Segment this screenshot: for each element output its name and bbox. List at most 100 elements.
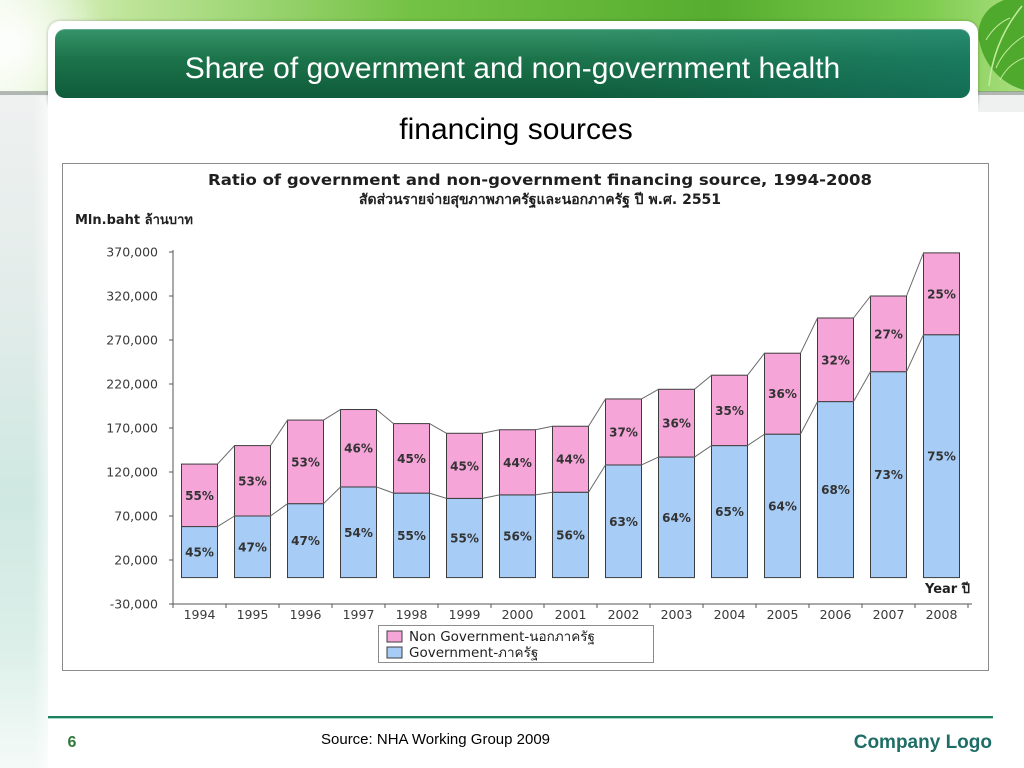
data-label-non-government-2001: 44% — [556, 453, 585, 467]
bar-non-government-1995 — [234, 445, 271, 517]
bar-government-1994 — [181, 526, 218, 579]
stacked-bar-chart: Ratio of government and non-government f… — [62, 163, 989, 671]
x-tick-label-2008: 2008 — [926, 607, 958, 622]
bar-non-government-2000 — [499, 429, 536, 496]
x-tick-label-2001: 2001 — [555, 607, 587, 622]
series-line-non-government — [853, 295, 871, 319]
y-tick-label: 270,000 — [106, 333, 158, 348]
bar-non-government-2007 — [870, 295, 907, 373]
x-tick-label-1996: 1996 — [290, 607, 322, 622]
data-label-non-government-2003: 36% — [662, 417, 691, 431]
legend: Non Government-นอกภาครัฐGovernment-ภาครั… — [378, 625, 654, 663]
bar-government-2008 — [923, 334, 960, 579]
series-line-government — [429, 492, 447, 499]
legend-swatch-government — [386, 646, 403, 659]
bar-government-2001 — [552, 491, 589, 579]
y-axis-title: Mln.baht ล้านบาท — [75, 212, 193, 228]
series-line-government — [906, 334, 924, 372]
data-label-government-1996: 47% — [291, 534, 320, 548]
series-line-government — [376, 486, 394, 494]
page-number: 6 — [67, 734, 77, 751]
title-bar — [55, 29, 970, 98]
slide-title-continued: financing sources — [399, 113, 633, 146]
x-axis-title: Year ปี — [924, 581, 970, 597]
data-label-non-government-1994: 55% — [185, 489, 214, 503]
bar-government-2005 — [764, 433, 801, 579]
data-label-government-1997: 54% — [344, 526, 373, 540]
series-line-government — [588, 464, 606, 493]
legend-box — [378, 625, 654, 663]
data-label-non-government-2000: 44% — [503, 456, 532, 470]
data-label-non-government-1997: 46% — [344, 442, 373, 456]
data-label-government-2004: 65% — [715, 505, 744, 519]
x-tick-label-1998: 1998 — [396, 607, 428, 622]
company-logo: Company Logo — [853, 732, 992, 753]
chart-title: Ratio of government and non-government f… — [208, 171, 872, 189]
series-line-non-government — [694, 374, 712, 390]
series-line-government — [800, 401, 818, 435]
series-line-government — [482, 494, 500, 499]
series-line-government — [853, 371, 871, 402]
data-label-non-government-2002: 37% — [609, 425, 638, 439]
series-line-non-government — [429, 423, 447, 434]
bar-non-government-2002 — [605, 398, 642, 466]
legend-swatch-non-government — [386, 630, 403, 643]
bars-group — [181, 252, 960, 579]
legend-label-non-government: Non Government-นอกภาครัฐ — [409, 629, 595, 645]
x-tick-label-1994: 1994 — [184, 607, 216, 622]
x-tick-label-1999: 1999 — [449, 607, 481, 622]
series-line-non-government — [906, 252, 924, 297]
bar-non-government-1998 — [393, 423, 430, 494]
x-tick-label-2004: 2004 — [714, 607, 746, 622]
y-tick-label: 320,000 — [106, 289, 158, 304]
x-tick-label-2007: 2007 — [873, 607, 905, 622]
x-tick-label-2006: 2006 — [820, 607, 852, 622]
bar-non-government-2005 — [764, 352, 801, 435]
series-line-government — [323, 486, 341, 505]
y-tick-label: 70,000 — [114, 509, 158, 524]
bar-government-2007 — [870, 371, 907, 579]
data-label-government-2002: 63% — [609, 515, 638, 529]
data-label-government-2003: 64% — [662, 511, 691, 525]
y-tick-label: 120,000 — [106, 465, 158, 480]
data-label-non-government-2005: 36% — [768, 387, 797, 401]
series-line-non-government — [535, 425, 553, 431]
series-line-non-government — [217, 445, 235, 465]
series-line-non-government — [482, 429, 500, 434]
data-label-government-2008: 75% — [927, 450, 956, 464]
y-tick-label: 220,000 — [106, 377, 158, 392]
bar-non-government-1996 — [287, 419, 324, 505]
bar-government-1998 — [393, 492, 430, 579]
series-line-government — [270, 503, 288, 517]
footer-divider — [48, 716, 993, 719]
source-note: Source: NHA Working Group 2009 — [321, 731, 551, 748]
data-label-government-2006: 68% — [821, 483, 850, 497]
bar-government-1997 — [340, 486, 377, 579]
x-tick-label-2002: 2002 — [608, 607, 640, 622]
series-line-non-government — [800, 317, 818, 354]
series-line-non-government — [323, 409, 341, 421]
series-line-government — [535, 491, 553, 496]
series-line-government — [694, 445, 712, 458]
x-tick-label-2003: 2003 — [661, 607, 693, 622]
legend-label-government: Government-ภาครัฐ — [409, 645, 538, 661]
bar-non-government-2003 — [658, 388, 695, 458]
data-label-non-government-1995: 53% — [238, 474, 267, 488]
series-line-non-government — [588, 398, 606, 427]
leaf-decoration — [978, 0, 1024, 90]
data-label-non-government-2007: 27% — [874, 327, 903, 341]
data-label-government-1999: 55% — [450, 532, 479, 546]
bar-government-1995 — [234, 515, 271, 579]
data-label-non-government-2004: 35% — [715, 404, 744, 418]
series-line-non-government — [376, 409, 394, 424]
series-lines-group — [217, 252, 924, 527]
x-tick-label-2005: 2005 — [767, 607, 799, 622]
data-label-non-government-1999: 45% — [450, 459, 479, 473]
data-label-government-2001: 56% — [556, 528, 585, 542]
bar-non-government-1994 — [181, 463, 218, 528]
series-line-government — [747, 433, 765, 447]
data-label-government-2000: 56% — [503, 530, 532, 544]
data-labels-group: 45% 55% 47% 53% 47% 53% 54% 46% 55% 45% 55% 45% 56% 4… — [185, 287, 956, 559]
y-tick-label: 170,000 — [106, 421, 158, 436]
data-label-non-government-1996: 53% — [291, 455, 320, 469]
